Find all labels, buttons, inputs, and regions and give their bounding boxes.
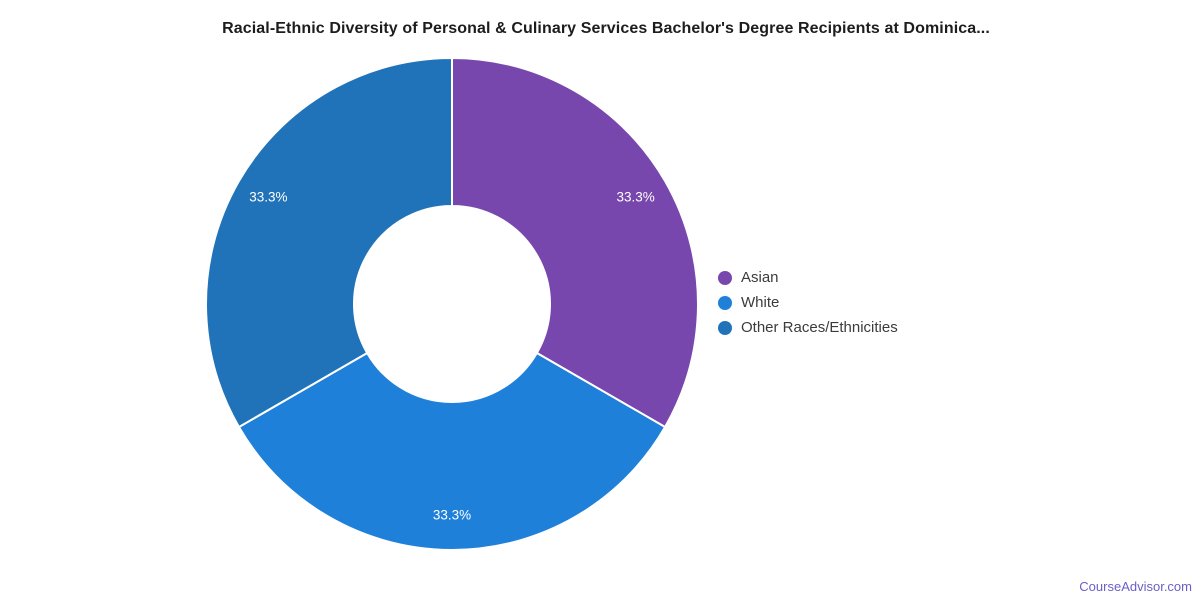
legend-item-other-races-ethnicities[interactable]: Other Races/Ethnicities	[718, 315, 898, 340]
courseadvisor-link[interactable]: CourseAdvisor.com	[1079, 579, 1192, 594]
legend-label: White	[741, 294, 780, 311]
pie-slice-white[interactable]	[237, 352, 667, 551]
legend-item-asian[interactable]: Asian	[718, 265, 898, 290]
legend-item-white[interactable]: White	[718, 290, 898, 315]
pie-slice-asian[interactable]	[451, 57, 699, 428]
pie-slice-other-races-ethnicities[interactable]	[205, 57, 453, 428]
chart-legend: Asian White Other Races/Ethnicities	[718, 265, 898, 340]
legend-label: Asian	[741, 269, 779, 286]
legend-marker-icon	[718, 295, 732, 310]
chart-title: Racial-Ethnic Diversity of Personal & Cu…	[222, 20, 990, 37]
legend-label: Other Races/Ethnicities	[741, 319, 898, 336]
legend-marker-icon	[718, 320, 732, 335]
donut-chart-area: 33.3% 33.3% 33.3%	[202, 54, 702, 554]
slice-label-white: 33.3%	[433, 508, 471, 523]
slice-label-asian: 33.3%	[616, 190, 654, 205]
slice-label-other-races-ethnicities: 33.3%	[249, 190, 287, 205]
legend-marker-icon	[718, 270, 732, 285]
donut-chart: 33.3% 33.3% 33.3%	[205, 57, 699, 551]
